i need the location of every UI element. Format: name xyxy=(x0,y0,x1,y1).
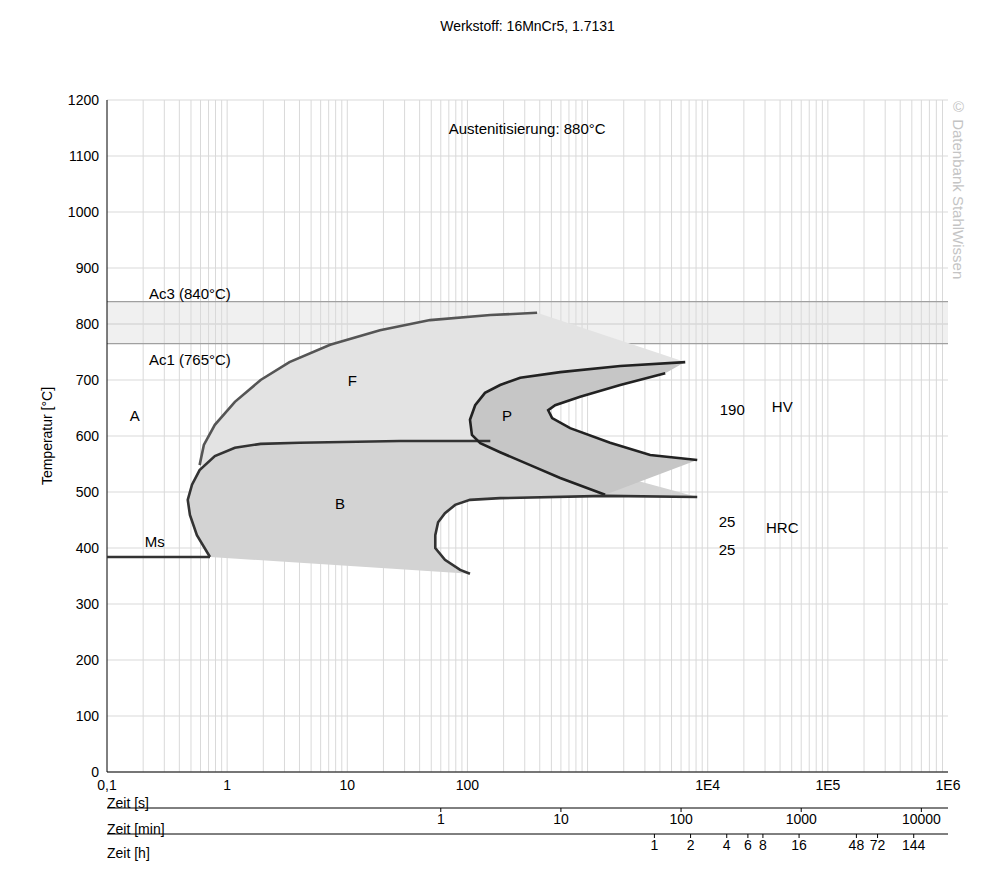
svg-text:1E4: 1E4 xyxy=(695,777,720,793)
svg-text:72: 72 xyxy=(870,837,886,853)
svg-text:600: 600 xyxy=(76,428,100,444)
svg-text:144: 144 xyxy=(902,837,926,853)
svg-text:P: P xyxy=(502,407,512,424)
svg-text:1200: 1200 xyxy=(68,92,99,108)
svg-text:1E5: 1E5 xyxy=(815,777,840,793)
html-text:Werkstoff: 16MnCr5, 1.7131: Werkstoff: 16MnCr5, 1.7131 xyxy=(440,18,615,34)
svg-text:Temperatur [°C]: Temperatur [°C] xyxy=(39,387,55,485)
svg-text:500: 500 xyxy=(76,484,100,500)
svg-text:25: 25 xyxy=(719,513,736,530)
svg-text:HV: HV xyxy=(772,398,793,415)
svg-text:10: 10 xyxy=(553,811,569,827)
svg-text:10000: 10000 xyxy=(902,811,941,827)
svg-text:Ac1 (765°C): Ac1 (765°C) xyxy=(149,351,231,368)
svg-text:Zeit [h]: Zeit [h] xyxy=(107,845,150,861)
svg-text:200: 200 xyxy=(76,652,100,668)
svg-text:1000: 1000 xyxy=(68,204,99,220)
svg-text:300: 300 xyxy=(76,596,100,612)
svg-text:48: 48 xyxy=(849,837,865,853)
html-text:© Datenbank StahlWissen: © Datenbank StahlWissen xyxy=(950,98,967,280)
svg-text:1100: 1100 xyxy=(69,148,99,164)
svg-text:16: 16 xyxy=(791,837,807,853)
svg-text:800: 800 xyxy=(76,316,100,332)
svg-text:F: F xyxy=(348,372,357,389)
svg-text:1000: 1000 xyxy=(786,811,817,827)
svg-text:A: A xyxy=(130,407,140,424)
svg-text:HRC: HRC xyxy=(766,519,799,536)
svg-text:900: 900 xyxy=(76,260,100,276)
svg-text:25: 25 xyxy=(719,541,736,558)
svg-text:Austenitisierung: 880°C: Austenitisierung: 880°C xyxy=(449,120,606,137)
svg-text:0,1: 0,1 xyxy=(97,777,117,793)
svg-text:1: 1 xyxy=(223,777,231,793)
svg-text:100: 100 xyxy=(456,777,480,793)
svg-text:10: 10 xyxy=(339,777,355,793)
svg-text:100: 100 xyxy=(76,708,100,724)
svg-text:190: 190 xyxy=(720,401,745,418)
svg-text:Ac3 (840°C): Ac3 (840°C) xyxy=(149,285,231,302)
svg-text:Zeit [s]: Zeit [s] xyxy=(107,795,149,811)
svg-text:2: 2 xyxy=(687,837,695,853)
svg-text:400: 400 xyxy=(76,540,100,556)
svg-text:6: 6 xyxy=(744,837,752,853)
svg-text:8: 8 xyxy=(759,837,767,853)
svg-text:1E6: 1E6 xyxy=(936,777,961,793)
svg-text:1: 1 xyxy=(437,811,445,827)
svg-text:100: 100 xyxy=(669,811,693,827)
svg-text:0: 0 xyxy=(91,764,99,780)
svg-text:700: 700 xyxy=(76,372,100,388)
svg-text:4: 4 xyxy=(723,837,731,853)
svg-text:Zeit [min]: Zeit [min] xyxy=(107,821,165,837)
svg-text:1: 1 xyxy=(651,837,659,853)
svg-text:B: B xyxy=(335,495,345,512)
svg-text:Ms: Ms xyxy=(145,533,165,550)
